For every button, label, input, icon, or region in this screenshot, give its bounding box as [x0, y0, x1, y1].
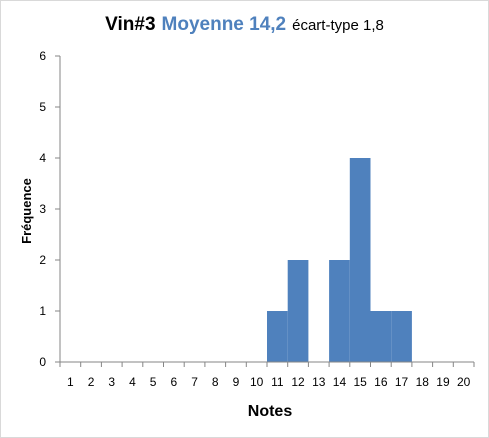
- x-tick-label-10: 10: [250, 375, 264, 389]
- x-tick-label-18: 18: [416, 375, 430, 389]
- bar-15: [349, 158, 371, 362]
- y-tick-label-6: 6: [39, 49, 46, 63]
- y-tick-label-0: 0: [39, 355, 46, 369]
- bars-layer: [267, 158, 412, 362]
- y-tick-label-5: 5: [39, 100, 46, 114]
- x-tick-label-19: 19: [436, 375, 450, 389]
- x-tick-label-1: 1: [67, 375, 74, 389]
- x-tick-label-7: 7: [191, 375, 198, 389]
- x-tick-label-8: 8: [212, 375, 219, 389]
- bar-16: [370, 311, 392, 362]
- x-tick-label-2: 2: [88, 375, 95, 389]
- x-tick-label-17: 17: [395, 375, 409, 389]
- chart-title: Vin#3 Moyenne 14,2 écart-type 1,8: [0, 14, 489, 36]
- x-tick-label-9: 9: [233, 375, 240, 389]
- axes-layer: [55, 55, 475, 367]
- y-tick-label-4: 4: [39, 151, 46, 165]
- x-tick-label-12: 12: [291, 375, 305, 389]
- bar-11: [267, 311, 288, 362]
- bar-12: [287, 260, 309, 362]
- x-tick-label-3: 3: [108, 375, 115, 389]
- x-tick-label-16: 16: [374, 375, 388, 389]
- title-mean: Moyenne 14,2: [161, 14, 287, 35]
- x-tick-label-4: 4: [129, 375, 136, 389]
- x-tick-label-20: 20: [457, 375, 471, 389]
- y-tick-label-3: 3: [39, 202, 46, 216]
- x-tick-label-15: 15: [353, 375, 367, 389]
- y-tick-label-1: 1: [39, 304, 46, 318]
- title-wine-label: Vin#3: [105, 14, 156, 35]
- x-tick-label-14: 14: [333, 375, 347, 389]
- x-tick-label-13: 13: [312, 375, 326, 389]
- x-axis-title: Notes: [248, 403, 293, 420]
- x-tick-label-5: 5: [150, 375, 157, 389]
- bar-14: [329, 260, 350, 362]
- x-tick-label-11: 11: [271, 375, 284, 389]
- y-tick-label-2: 2: [39, 253, 46, 267]
- y-axis-title: Fréquence: [19, 178, 34, 244]
- title-std-dev: écart-type 1,8: [292, 17, 384, 34]
- x-tick-label-6: 6: [171, 375, 178, 389]
- bar-17: [391, 311, 412, 362]
